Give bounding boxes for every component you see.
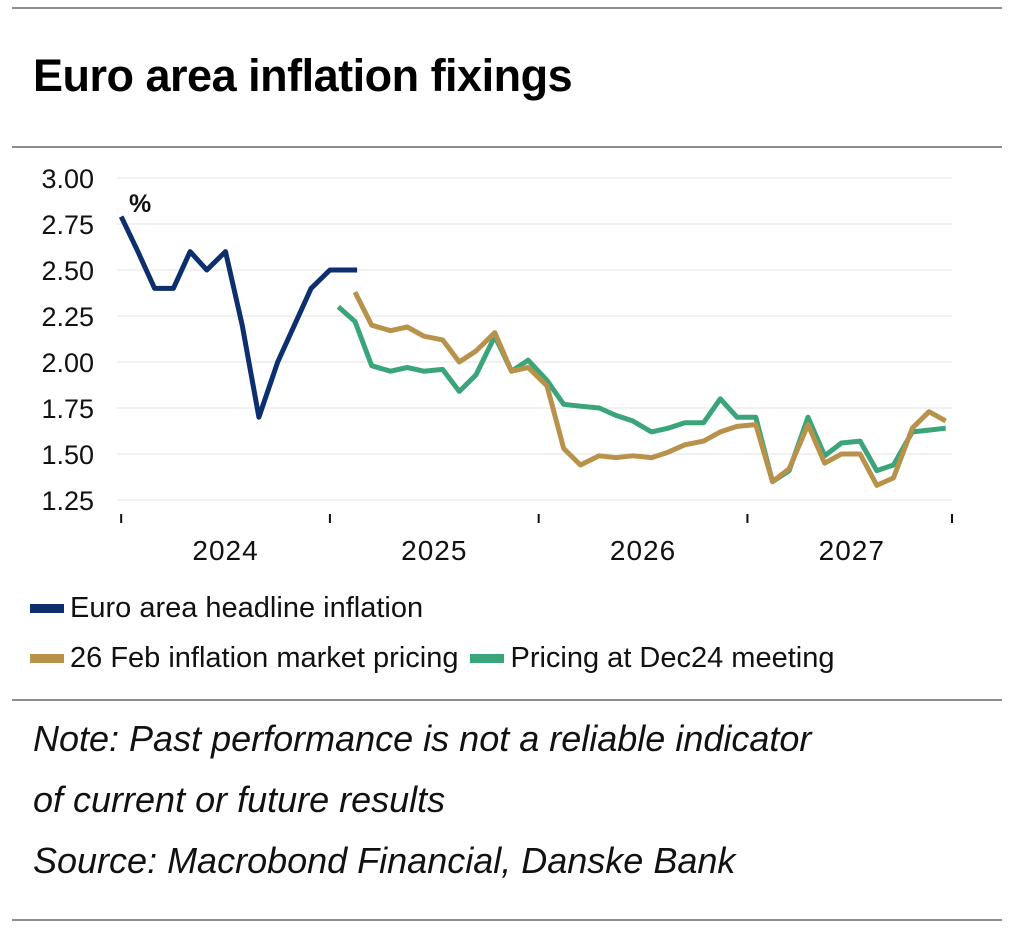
title-rule: [12, 146, 1002, 148]
line-chart: 3.00 2.75 2.50 2.25 2.00 1.75 1.50 1.25% 2024 202…: [41, 164, 953, 566]
top-rule: [12, 7, 1002, 9]
y-tick-label: 2.75: [41, 210, 94, 240]
legend-item-dec24-pricing: Pricing at Dec24 meeting: [470, 642, 834, 675]
x-tick-label: 2026: [610, 535, 676, 566]
legend-rule: [12, 699, 1002, 701]
series-line-euro-area-headline-inflation: [118, 215, 358, 420]
y-tick-label: 2.50: [41, 256, 94, 286]
x-tick-label: 2024: [192, 535, 258, 566]
y-tick-label: 2.25: [41, 302, 94, 332]
chart-title: Euro area inflation fixings: [33, 50, 573, 101]
legend-label-dec24-pricing: Pricing at Dec24 meeting: [510, 642, 835, 674]
note-line-2: of current or future results: [33, 779, 446, 820]
x-tick-label: 2027: [819, 535, 885, 566]
y-tick-label: 2.00: [41, 348, 94, 378]
legend-swatch-headline: [30, 604, 64, 613]
y-unit-label: %: [129, 190, 151, 218]
x-tick-label: 2025: [401, 535, 467, 566]
legend-label-headline: Euro area headline inflation: [70, 592, 424, 624]
legend-label-feb-pricing: 26 Feb inflation market pricing: [70, 642, 459, 674]
legend-swatch-dec24-pricing: [470, 654, 505, 663]
legend-row-2: 26 Feb inflation market pricing Pricing …: [30, 642, 834, 675]
series-line-pricing-at-dec24-meeting: [336, 304, 946, 485]
y-tick-label: 1.25: [41, 486, 94, 516]
bottom-rule: [12, 919, 1002, 921]
series-line-26-feb-inflation-market-pricing: [352, 290, 947, 488]
note-line-1: Note: Past performance is not a reliable…: [33, 718, 812, 759]
legend-swatch-feb-pricing: [30, 654, 64, 663]
legend-item-headline: Euro area headline inflation: [30, 592, 423, 625]
source-line: Source: Macrobond Financial, Danske Bank: [33, 840, 736, 881]
y-tick-label: 1.50: [41, 440, 94, 470]
y-tick-label: 1.75: [41, 394, 94, 424]
legend-item-feb-pricing: 26 Feb inflation market pricing: [30, 642, 458, 675]
y-tick-label: 3.00: [41, 164, 94, 194]
legend-row-1: Euro area headline inflation: [30, 592, 423, 625]
